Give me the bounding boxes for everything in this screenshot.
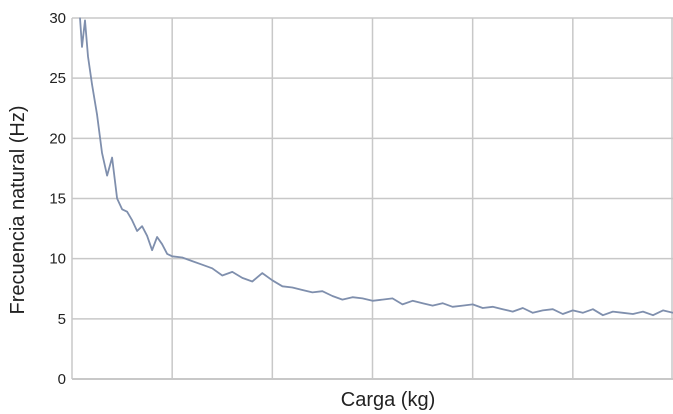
x-axis-title: Carga (kg) bbox=[341, 389, 435, 411]
data-point bbox=[191, 260, 193, 262]
data-point bbox=[361, 297, 364, 299]
data-point bbox=[121, 208, 123, 210]
data-point bbox=[552, 308, 554, 310]
data-point bbox=[171, 255, 173, 257]
y-tick-label: 10 bbox=[49, 251, 66, 268]
data-point bbox=[241, 277, 243, 279]
data-point bbox=[251, 280, 253, 283]
data-point bbox=[381, 298, 384, 301]
y-tick-label: 20 bbox=[49, 130, 66, 147]
y-tick-labels: 0 5 10 15 20 25 30 bbox=[49, 10, 66, 388]
y-tick-label: 30 bbox=[49, 10, 66, 27]
data-point bbox=[642, 311, 644, 313]
data-point bbox=[462, 304, 464, 307]
data-point bbox=[291, 286, 293, 289]
data-point bbox=[502, 308, 504, 310]
data-point bbox=[161, 243, 163, 245]
data-point bbox=[111, 156, 113, 159]
data-point bbox=[542, 309, 544, 312]
data-point bbox=[452, 306, 454, 308]
y-axis-title: Frecuencia natural (Hz) bbox=[7, 106, 29, 315]
data-point bbox=[131, 219, 133, 221]
data-point bbox=[411, 300, 414, 302]
data-point bbox=[331, 295, 334, 297]
data-point bbox=[166, 253, 168, 255]
series-line bbox=[79, 17, 673, 317]
data-point bbox=[281, 285, 283, 287]
data-point bbox=[146, 235, 148, 237]
data-point bbox=[136, 230, 138, 232]
data-point bbox=[106, 175, 108, 177]
data-point bbox=[612, 311, 614, 313]
data-point bbox=[371, 300, 374, 302]
y-tick-label: 0 bbox=[58, 371, 66, 388]
data-point bbox=[662, 309, 664, 312]
data-point bbox=[126, 211, 128, 213]
data-point bbox=[582, 312, 584, 314]
data-point bbox=[482, 307, 484, 309]
data-point bbox=[81, 46, 83, 48]
data-point bbox=[151, 249, 153, 251]
data-point bbox=[401, 303, 404, 305]
data-point bbox=[101, 152, 103, 154]
data-point bbox=[84, 19, 86, 22]
grid bbox=[71, 17, 673, 380]
data-point bbox=[221, 274, 223, 277]
data-point bbox=[562, 313, 564, 315]
series-layer bbox=[79, 17, 673, 317]
data-point bbox=[181, 256, 183, 259]
data-point bbox=[572, 309, 574, 312]
data-point bbox=[632, 313, 634, 315]
data-point bbox=[321, 290, 324, 292]
data-point bbox=[522, 307, 524, 309]
data-point bbox=[116, 197, 118, 200]
data-point bbox=[311, 291, 313, 293]
data-point bbox=[652, 314, 654, 316]
data-point bbox=[421, 302, 424, 304]
data-point bbox=[87, 55, 89, 58]
data-point bbox=[532, 312, 534, 314]
data-point bbox=[79, 17, 81, 19]
data-point bbox=[391, 297, 394, 299]
data-point bbox=[156, 236, 158, 238]
y-tick-label: 25 bbox=[49, 70, 66, 87]
data-point bbox=[602, 314, 604, 316]
data-point bbox=[432, 304, 434, 307]
data-point bbox=[341, 298, 344, 301]
data-point bbox=[592, 308, 594, 310]
y-tick-label: 5 bbox=[58, 311, 66, 328]
data-point bbox=[141, 225, 143, 227]
data-point bbox=[622, 312, 624, 314]
data-point bbox=[201, 264, 203, 266]
data-point bbox=[261, 272, 263, 274]
data-point bbox=[271, 279, 273, 281]
data-point bbox=[96, 113, 98, 115]
data-point bbox=[492, 306, 494, 308]
data-point bbox=[512, 311, 514, 313]
data-point bbox=[91, 83, 93, 85]
data-point bbox=[472, 303, 474, 305]
y-tick-label: 15 bbox=[49, 191, 66, 208]
data-point bbox=[231, 271, 233, 273]
data-point bbox=[211, 267, 213, 269]
data-point bbox=[301, 289, 303, 291]
data-point bbox=[442, 302, 444, 304]
data-point bbox=[351, 296, 354, 298]
